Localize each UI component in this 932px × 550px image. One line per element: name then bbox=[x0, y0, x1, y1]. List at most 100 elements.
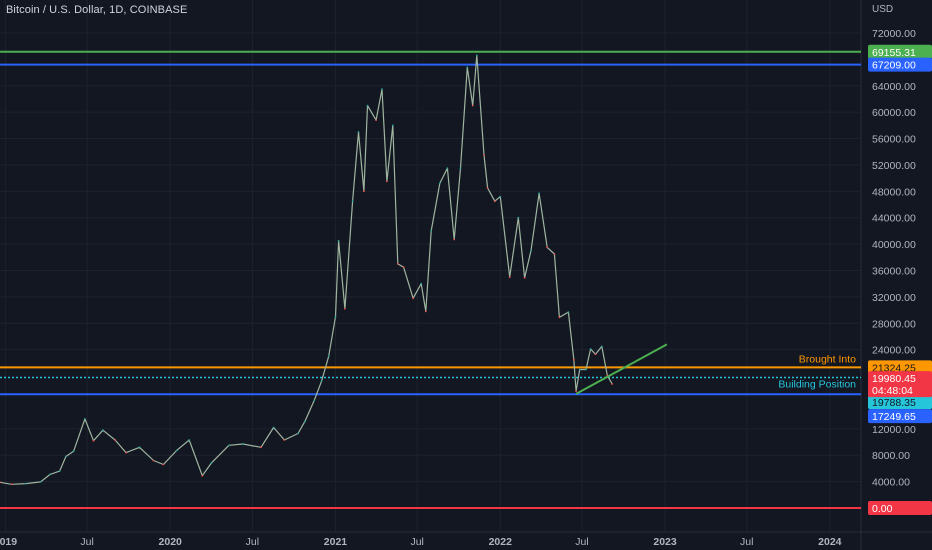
resistance-level-badge-bg bbox=[868, 57, 932, 72]
ath-level-badge-bg bbox=[868, 44, 932, 59]
price-point bbox=[446, 167, 449, 170]
ath-level-badge: 69155.31 bbox=[868, 44, 932, 59]
price-point bbox=[396, 263, 399, 265]
price-point bbox=[283, 439, 286, 441]
price-point bbox=[366, 104, 369, 107]
y-tick-label: 8000.00 bbox=[872, 450, 910, 462]
price-point bbox=[357, 131, 360, 133]
symbol-title[interactable]: Bitcoin / U.S. Dollar, 1D, COINBASE bbox=[6, 4, 188, 16]
building-position-level-badge-text: 19788.35 bbox=[872, 397, 916, 409]
price-point bbox=[138, 446, 141, 449]
price-point bbox=[517, 216, 520, 219]
price-point bbox=[351, 200, 354, 203]
price-point bbox=[201, 474, 204, 477]
price-point bbox=[242, 443, 244, 445]
x-tick-label: Jul bbox=[740, 536, 753, 548]
support-level-badge-text: 17249.65 bbox=[872, 411, 916, 423]
y-tick-label: 12000.00 bbox=[872, 424, 916, 436]
series-layer bbox=[0, 54, 614, 486]
trendline-layer[interactable] bbox=[575, 343, 668, 395]
price-point bbox=[327, 355, 330, 358]
x-tick-label: Jul bbox=[575, 536, 588, 548]
time-axis[interactable]: 2019 Jul 2020 Jul 2021 Jul 2022 Jul 2023 Jul 2024 bbox=[0, 536, 842, 548]
y-tick-label: 56000.00 bbox=[872, 134, 916, 146]
zero-level-badge: 0.00 bbox=[868, 501, 932, 515]
x-tick-label: 2019 bbox=[0, 536, 17, 548]
price-point bbox=[553, 253, 556, 255]
price-point bbox=[530, 249, 532, 252]
price-point bbox=[424, 310, 427, 313]
price-point bbox=[72, 450, 75, 453]
price-point bbox=[114, 439, 116, 441]
price-scale-currency: USD bbox=[872, 4, 894, 15]
price-point bbox=[92, 439, 95, 442]
price-point bbox=[471, 104, 474, 107]
price-point bbox=[228, 444, 230, 447]
trendline bbox=[575, 343, 668, 395]
price-point bbox=[546, 246, 549, 249]
y-tick-label: 32000.00 bbox=[872, 292, 916, 304]
price-point bbox=[0, 481, 1, 484]
price-point bbox=[523, 276, 526, 279]
y-tick-label: 24000.00 bbox=[872, 345, 916, 357]
price-point bbox=[102, 429, 104, 432]
y-tick-label: 52000.00 bbox=[872, 160, 916, 172]
price-series-line bbox=[0, 54, 613, 485]
price-axis[interactable]: 72000.00 64000.00 60000.00 56000.00 52000.00… bbox=[872, 28, 916, 489]
price-point bbox=[466, 66, 469, 69]
price-point bbox=[65, 455, 67, 458]
price-point bbox=[210, 462, 213, 464]
price-point bbox=[297, 432, 299, 435]
y-tick-label: 60000.00 bbox=[872, 107, 916, 119]
price-point bbox=[600, 345, 603, 348]
price-point bbox=[337, 239, 340, 242]
x-tick-label: Jul bbox=[80, 536, 93, 548]
price-point bbox=[49, 473, 51, 476]
price-point bbox=[611, 383, 614, 385]
price-point bbox=[499, 195, 502, 198]
price-point bbox=[589, 348, 592, 350]
x-tick-label: Jul bbox=[410, 536, 423, 548]
price-point bbox=[420, 282, 423, 285]
x-tick-label: 2021 bbox=[324, 536, 348, 548]
price-point bbox=[594, 353, 597, 356]
price-point bbox=[39, 481, 42, 483]
y-tick-label: 44000.00 bbox=[872, 213, 916, 225]
price-point bbox=[24, 482, 27, 485]
support-level-badge: 17249.65 bbox=[868, 409, 932, 424]
y-tick-label: 48000.00 bbox=[872, 186, 916, 198]
zero-level-badge-text: 0.00 bbox=[872, 503, 893, 515]
price-point bbox=[486, 187, 489, 189]
price-point bbox=[10, 483, 13, 486]
building-position-level-badge-bg bbox=[868, 395, 932, 410]
x-tick-label: Jul bbox=[246, 536, 259, 548]
price-point bbox=[430, 230, 433, 232]
price-point bbox=[175, 449, 178, 452]
price-point bbox=[572, 358, 575, 361]
countdown-text: 04:48:04 bbox=[872, 385, 913, 397]
price-point bbox=[344, 307, 346, 310]
price-point bbox=[475, 54, 478, 57]
x-tick-label: 2023 bbox=[653, 536, 677, 548]
x-tick-label: 2020 bbox=[159, 536, 183, 548]
price-point bbox=[567, 311, 570, 313]
price-badges: 69155.3167209.0021324.2519788.3517249.65… bbox=[868, 44, 932, 515]
price-point bbox=[585, 368, 587, 371]
resistance-level-badge-text: 67209.00 bbox=[872, 60, 916, 72]
y-tick-label: 36000.00 bbox=[872, 266, 916, 278]
price-point bbox=[538, 192, 540, 195]
current-price-text: 19980.45 bbox=[872, 373, 916, 385]
price-point bbox=[578, 368, 581, 371]
price-point bbox=[303, 420, 306, 423]
price-point bbox=[320, 380, 323, 383]
building-position-level-badge: 19788.35 bbox=[868, 395, 932, 410]
price-point bbox=[125, 451, 127, 454]
price-point bbox=[558, 316, 561, 319]
y-tick-label: 72000.00 bbox=[872, 28, 916, 40]
y-tick-label: 40000.00 bbox=[872, 239, 916, 251]
price-point bbox=[162, 463, 165, 466]
price-point bbox=[459, 167, 462, 170]
